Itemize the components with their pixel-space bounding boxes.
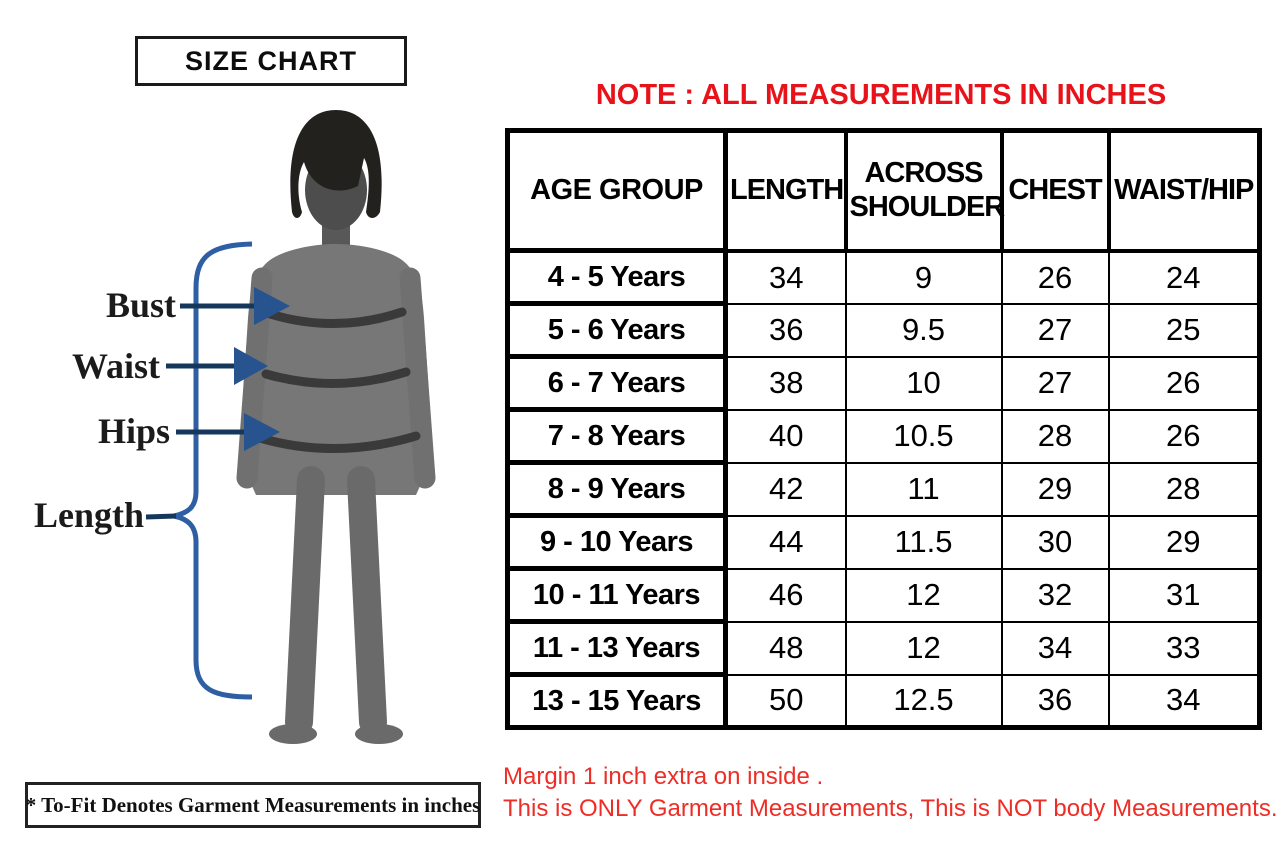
measurement-cell: 9 [844, 249, 1003, 305]
measurement-cell: 29 [1000, 461, 1110, 517]
table-row: 10 - 11 Years 46 12 32 31 [505, 566, 1261, 624]
col-header-chest: CHEST [999, 128, 1111, 253]
measurement-cell: 12 [844, 567, 1003, 623]
measurement-cell: 34 [724, 249, 847, 305]
measurement-cell: 29 [1107, 514, 1261, 570]
measurements-note: NOTE : ALL MEASUREMENTS IN INCHES [595, 79, 1167, 111]
left-foot-shape [269, 724, 317, 744]
table-row: 13 - 15 Years 50 12.5 36 34 [505, 672, 1261, 730]
garment-footnote: This is ONLY Garment Measurements, This … [503, 795, 1278, 822]
col-header-length: LENGTH [723, 128, 848, 253]
tofit-footnote-box: * To-Fit Denotes Garment Measurements in… [25, 782, 481, 828]
waist-arrow-icon [166, 347, 268, 385]
page-title: SIZE CHART [185, 45, 357, 76]
table-row: 6 - 7 Years 38 10 27 26 [505, 354, 1261, 412]
measurement-cell: 31 [1107, 567, 1261, 623]
measurement-cell: 36 [1000, 673, 1110, 729]
age-group-cell: 6 - 7 Years [505, 354, 728, 412]
measurement-cell: 26 [1107, 408, 1261, 464]
measurement-cell: 42 [724, 461, 847, 517]
hips-label: Hips [97, 411, 170, 451]
age-group-cell: 13 - 15 Years [505, 672, 728, 730]
right-leg-shape [347, 466, 387, 736]
bust-arrow-icon [180, 287, 290, 325]
measurement-cell: 34 [1107, 673, 1261, 729]
age-group-cell: 7 - 8 Years [505, 407, 728, 465]
tofit-footnote-text: * To-Fit Denotes Garment Measurements in… [25, 792, 481, 817]
measurement-cell: 27 [1000, 355, 1110, 411]
table-row: 4 - 5 Years 34 9 26 24 [505, 248, 1261, 306]
col-header-age-group: AGE GROUP [505, 128, 728, 253]
measurement-cell: 36 [724, 302, 847, 358]
measurement-cell: 27 [1000, 302, 1110, 358]
age-group-cell: 11 - 13 Years [505, 619, 728, 677]
table-row: 5 - 6 Years 36 9.5 27 25 [505, 301, 1261, 359]
table-row: 11 - 13 Years 48 12 34 33 [505, 619, 1261, 677]
measurement-cell: 11 [844, 461, 1003, 517]
measurement-cell: 46 [724, 567, 847, 623]
size-chart-title-box: SIZE CHART [135, 36, 407, 86]
table-row: 7 - 8 Years 40 10.5 28 26 [505, 407, 1261, 465]
measurement-cell: 26 [1000, 249, 1110, 305]
measurement-cell: 9.5 [844, 302, 1003, 358]
left-leg-shape [285, 466, 325, 736]
measurement-cell: 28 [1107, 461, 1261, 517]
hips-arrow-icon [176, 413, 280, 451]
measurement-cell: 34 [1000, 620, 1110, 676]
measurement-cell: 25 [1107, 302, 1261, 358]
age-group-cell: 5 - 6 Years [505, 301, 728, 359]
measurement-cell: 30 [1000, 514, 1110, 570]
col-header-waist-hip: WAIST/HIP [1106, 128, 1262, 253]
hips-band [255, 431, 421, 454]
right-arm-shape [399, 267, 436, 489]
table-row: 9 - 10 Years 44 11.5 30 29 [505, 513, 1261, 571]
measurement-cell: 32 [1000, 567, 1110, 623]
measurement-cell: 40 [724, 408, 847, 464]
measurement-cell: 24 [1107, 249, 1261, 305]
right-foot-shape [355, 724, 403, 744]
age-group-cell: 4 - 5 Years [505, 248, 728, 306]
size-table: AGE GROUP LENGTH ACROSS SHOULDER CHEST W… [505, 128, 1262, 730]
waist-band [261, 367, 411, 389]
table-row: 8 - 9 Years 42 11 29 28 [505, 460, 1261, 518]
measurement-cell: 11.5 [844, 514, 1003, 570]
bust-label: Bust [105, 285, 176, 325]
age-group-cell: 10 - 11 Years [505, 566, 728, 624]
hair-shape [290, 110, 382, 218]
measurement-cell: 10 [844, 355, 1003, 411]
waist-label: Waist [71, 346, 160, 386]
torso-shape [241, 244, 431, 495]
margin-footnote: Margin 1 inch extra on inside . [503, 763, 824, 790]
body-measurement-diagram [145, 110, 436, 744]
measurement-cell: 12.5 [844, 673, 1003, 729]
col-header-across-shoulder: ACROSS SHOULDER [843, 128, 1005, 253]
header-row: AGE GROUP LENGTH ACROSS SHOULDER CHEST W… [505, 128, 1262, 253]
measurement-cell: 10.5 [844, 408, 1003, 464]
measurement-cell: 33 [1107, 620, 1261, 676]
measurement-cell: 48 [724, 620, 847, 676]
measurement-cell: 50 [724, 673, 847, 729]
measurement-cell: 12 [844, 620, 1003, 676]
measurement-cell: 26 [1107, 355, 1261, 411]
age-group-cell: 9 - 10 Years [505, 513, 728, 571]
measurement-cell: 44 [724, 514, 847, 570]
bust-band [265, 307, 407, 328]
length-connector [145, 513, 177, 520]
measurement-cell: 28 [1000, 408, 1110, 464]
size-table-body: 4 - 5 Years 34 9 26 24 5 - 6 Years 36 9.5 27 25 6 … [505, 248, 1261, 730]
age-group-cell: 8 - 9 Years [505, 460, 728, 518]
measurement-cell: 38 [724, 355, 847, 411]
size-table-header: AGE GROUP LENGTH ACROSS SHOULDER CHEST W… [505, 128, 1262, 253]
length-label: Length [33, 495, 144, 535]
